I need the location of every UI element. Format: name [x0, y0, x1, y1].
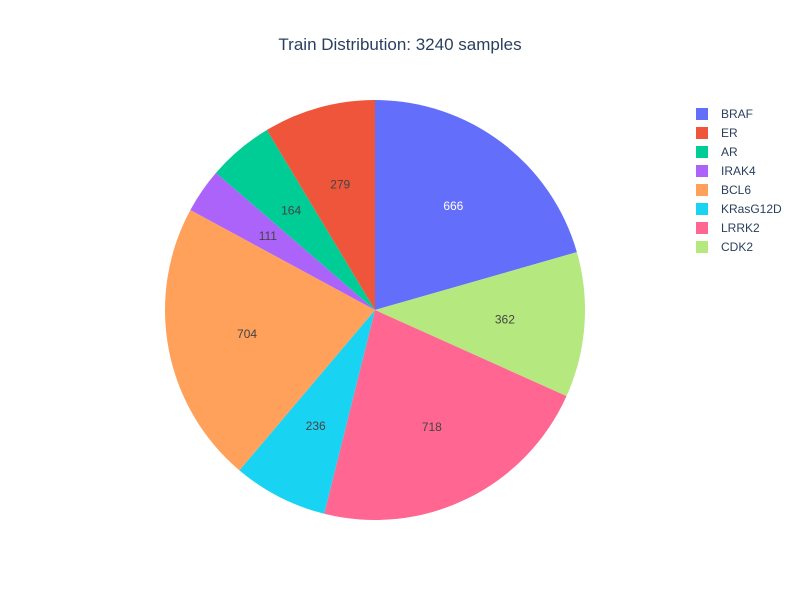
- pie-slice-braf: [375, 100, 577, 310]
- legend-swatch: [696, 222, 708, 234]
- legend-label: IRAK4: [721, 164, 756, 178]
- legend-item-irak4[interactable]: IRAK4: [696, 164, 756, 178]
- legend-swatch: [696, 146, 708, 158]
- slice-value-label-ar: 164: [281, 203, 301, 217]
- legend-swatch: [696, 203, 708, 215]
- slice-value-label-lrrk2: 718: [422, 420, 442, 434]
- legend-swatch: [696, 241, 708, 253]
- legend-label: CDK2: [721, 240, 753, 254]
- legend-item-krasg12d[interactable]: KRasG12D: [696, 202, 782, 216]
- legend-swatch: [696, 184, 708, 196]
- slice-value-label-krasg12d: 236: [306, 419, 326, 433]
- pie-slices: [165, 100, 586, 520]
- legend-label: KRasG12D: [721, 202, 782, 216]
- pie-slice-krasg12d: [239, 310, 375, 514]
- chart-title: Train Distribution: 3240 samples: [278, 35, 521, 54]
- pie-slice-lrrk2: [324, 310, 567, 520]
- pie-slice-ar: [215, 129, 375, 310]
- pie-slice-irak4: [190, 172, 375, 310]
- legend-label: AR: [721, 145, 738, 159]
- slice-value-label-cdk2: 362: [495, 312, 515, 326]
- legend-swatch: [696, 165, 708, 177]
- legend-item-cdk2[interactable]: CDK2: [696, 240, 753, 254]
- slice-value-label-braf: 666: [443, 199, 463, 213]
- legend-swatch: [696, 108, 708, 120]
- legend-item-bcl6[interactable]: BCL6: [696, 183, 751, 197]
- legend-label: LRRK2: [721, 221, 760, 235]
- legend-swatch: [696, 127, 708, 139]
- pie-slice-cdk2: [375, 252, 586, 397]
- pie-slice-er: [266, 100, 375, 310]
- slice-value-label-irak4: 111: [259, 229, 278, 243]
- legend-item-lrrk2[interactable]: LRRK2: [696, 221, 760, 235]
- legend: BRAF ER AR IRAK4 BCL6 KRasG12D LRRK2 CDK2: [696, 107, 782, 254]
- slice-value-label-bcl6: 704: [237, 327, 257, 341]
- legend-item-ar[interactable]: AR: [696, 145, 738, 159]
- legend-label: BCL6: [721, 183, 751, 197]
- legend-label: ER: [721, 126, 738, 140]
- legend-item-braf[interactable]: BRAF: [696, 107, 753, 121]
- slice-value-label-er: 279: [330, 178, 350, 192]
- legend-label: BRAF: [721, 107, 753, 121]
- pie-slice-bcl6: [165, 209, 375, 471]
- legend-item-er[interactable]: ER: [696, 126, 738, 140]
